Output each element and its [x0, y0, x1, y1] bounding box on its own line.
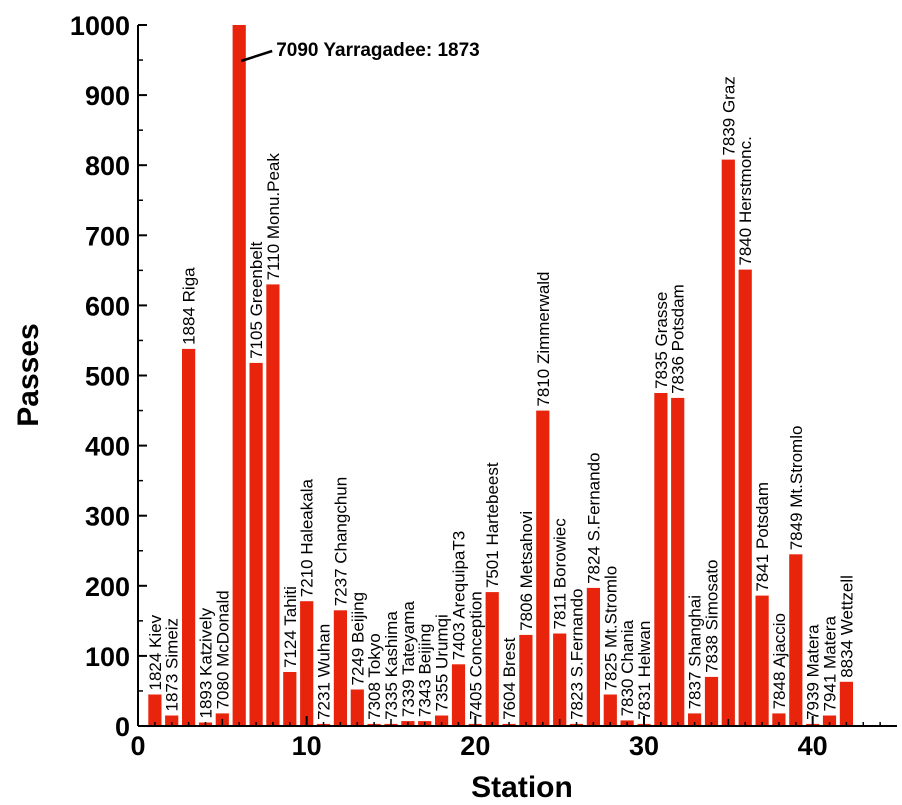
y-tick-label: 200	[85, 572, 130, 602]
bar	[182, 348, 196, 726]
y-tick-label: 100	[85, 642, 130, 672]
bar-label: 7825 Mt.Stromlo	[601, 566, 620, 691]
bar-label: 7335 Kashima	[382, 611, 401, 720]
bar	[283, 672, 297, 726]
bar	[839, 681, 853, 726]
bar-label: 7830 Chania	[618, 619, 637, 716]
bar	[721, 159, 735, 727]
bar-label: 7831 Helwan	[635, 621, 654, 720]
y-tick-label: 700	[85, 221, 130, 251]
bar-label: 7824 S.Fernando	[584, 453, 603, 584]
bar-label: 7941 Matera	[821, 616, 840, 712]
bar	[485, 592, 499, 726]
bar-label: 7105 Greenbelt	[247, 241, 266, 358]
bar-label: 7501 Hartebeest	[483, 462, 502, 588]
bar-label: 1873 Simeiz	[163, 618, 182, 712]
bar	[553, 633, 567, 726]
bar-label: 7124 Tahiti	[281, 586, 300, 668]
bar-label: 7210 Haleakala	[298, 479, 317, 598]
bar-label: 1893 Katzively	[197, 607, 216, 718]
bar	[350, 689, 364, 726]
bar	[232, 25, 246, 726]
bar	[249, 362, 263, 726]
bars	[148, 25, 853, 727]
x-tick-label: 20	[460, 731, 490, 761]
bar-label: 7403 ArequipaT3	[450, 531, 469, 661]
bar-label: 8834 Wettzell	[837, 575, 856, 678]
x-tick-label: 40	[798, 731, 828, 761]
bar-label: 7939 Matera	[804, 624, 823, 720]
bar-label: 7343 Beijing	[416, 624, 435, 718]
bar	[738, 269, 752, 726]
bar	[300, 601, 314, 726]
bar	[148, 694, 162, 726]
bar-label: 7810 Zimmerwald	[534, 271, 553, 406]
bar-label: 7823 S.Fernando	[568, 589, 587, 720]
bar	[789, 554, 803, 726]
bar-label: 7837 Shanghai	[686, 595, 705, 709]
bar-label: 7237 Changchun	[331, 477, 350, 607]
y-tick-label: 0	[115, 712, 130, 742]
bar	[704, 676, 719, 726]
bar	[603, 694, 617, 726]
bar-label: 7604 Brest	[500, 637, 519, 719]
bar-label: 1884 Riga	[180, 267, 199, 345]
bar	[755, 595, 769, 726]
bar-label: 7339 Tateyama	[399, 601, 418, 717]
callout-line	[240, 49, 273, 63]
bar	[519, 634, 533, 726]
axes	[137, 24, 897, 727]
y-tick-label: 300	[85, 502, 130, 532]
y-tick-label: 900	[85, 81, 130, 111]
bar	[586, 587, 600, 726]
bar-label: 7835 Grasse	[652, 292, 671, 389]
bar	[671, 397, 685, 726]
bar	[654, 393, 668, 726]
bar	[435, 715, 449, 726]
bar-label: 7355 Urumqi	[433, 614, 452, 711]
callout-label: 7090 Yarragadee: 1873	[276, 40, 480, 61]
bar-label: 7231 Wuhan	[315, 624, 334, 720]
y-tick-label: 500	[85, 362, 130, 392]
y-axis-title: Passes	[12, 323, 45, 426]
bar	[772, 713, 786, 726]
bar-label: 7080 McDonald	[213, 590, 232, 709]
bar	[165, 715, 179, 726]
bar-label: 7839 Graz	[719, 76, 738, 155]
bar	[688, 713, 702, 726]
x-tick-label: 0	[130, 731, 145, 761]
tick-labels: 0 100 200 300 400 500 600 700 800 900 1000 0 10 20 30 4…	[70, 11, 828, 761]
bar-label: 7841 Potsdam	[753, 482, 772, 592]
bar-label: 7848 Ajaccio	[770, 613, 789, 709]
bar-label: 7806 Metsahovi	[517, 511, 536, 631]
bar-label: 7849 Mt.Stromlo	[787, 426, 806, 551]
y-tick-label: 600	[85, 291, 130, 321]
bar-label: 1824 Kiev	[146, 614, 165, 690]
bar-label: 7840 Herstmonc.	[736, 136, 755, 265]
bar-label: 7308 Tokyo	[365, 633, 384, 720]
bar-label: 7838 Simosato	[703, 559, 722, 672]
bar	[451, 664, 466, 726]
bar-label: 7249 Beijing	[348, 592, 367, 686]
x-tick-label: 10	[292, 731, 322, 761]
bar-label: 7405 Conception	[466, 591, 485, 720]
bar	[822, 715, 837, 726]
callouts: 7090 Yarragadee: 1873	[240, 40, 480, 63]
bar	[266, 284, 280, 726]
bar	[333, 610, 347, 726]
bar	[536, 410, 550, 726]
bar-label: 7110 Monu.Peak	[264, 153, 283, 281]
y-tick-label: 400	[85, 432, 130, 462]
y-tick-label: 800	[85, 151, 130, 181]
bar-label: 7836 Potsdam	[669, 284, 688, 394]
bar-label: 7811 Borowiec	[551, 518, 570, 630]
y-tick-label: 1000	[70, 11, 130, 41]
x-axis-title: Station	[471, 771, 573, 804]
x-tick-label: 30	[629, 731, 659, 761]
